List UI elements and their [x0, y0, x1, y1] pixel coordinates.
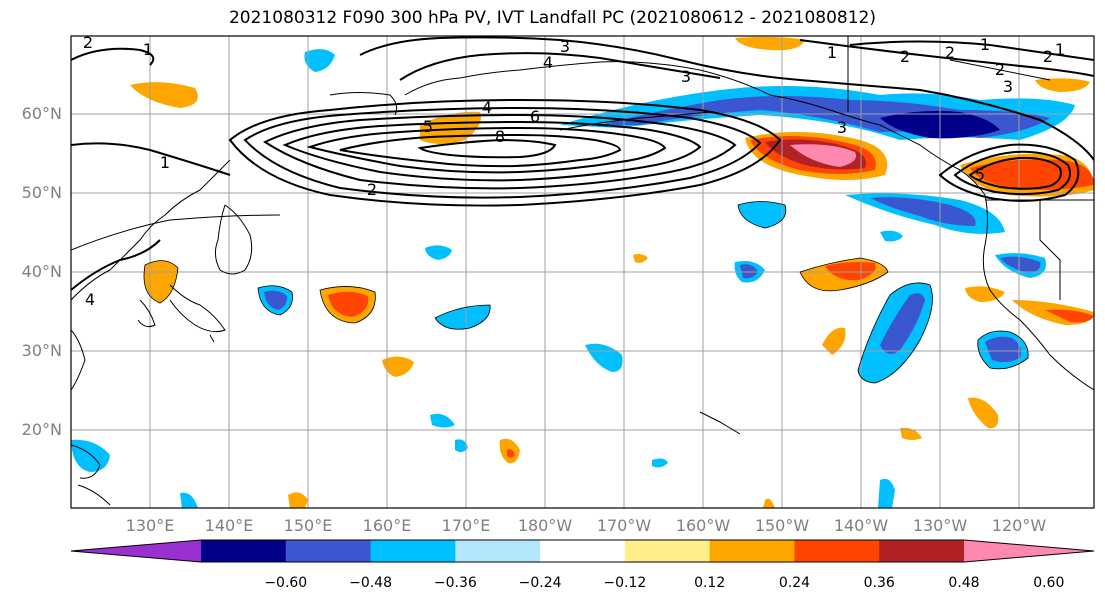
latitude-label: 60°N [22, 104, 62, 123]
contour-label: 2 [367, 180, 377, 199]
colorbar-segment [709, 540, 795, 562]
colorbar-tick-label: 0.48 [948, 575, 979, 591]
longitude-label: 130°W [913, 516, 968, 535]
contour-label: 1 [143, 40, 153, 59]
colorbar-segment [540, 540, 626, 562]
longitude-label: 160°W [676, 516, 731, 535]
map-plot [71, 36, 1094, 508]
longitude-label: 120°W [992, 516, 1047, 535]
pv-contours-thin [71, 59, 1051, 251]
colorbar-tick-label: 0.12 [694, 575, 725, 591]
longitude-label: 150°W [755, 516, 810, 535]
colorbar [70, 539, 1095, 563]
plot-frame [70, 35, 1095, 509]
contour-label: 4 [482, 98, 492, 117]
contour-label: 2 [945, 43, 955, 62]
longitude-label: 140°W [834, 516, 889, 535]
colorbar-segment [285, 540, 372, 562]
longitude-label: 150°E [284, 516, 333, 535]
contour-label: 2 [995, 60, 1005, 79]
longitude-label: 140°E [205, 516, 254, 535]
colorbar-tick-labels: −0.60 −0.48 −0.36 −0.24 −0.12 0.12 0.24 0.36 0.4… [264, 575, 1064, 591]
latitude-labels: 60°N 50°N 40°N 30°N 20°N [22, 104, 62, 439]
contour-label: 1 [980, 35, 990, 54]
contour-label: 5 [975, 165, 985, 184]
contour-label: 2 [83, 33, 93, 52]
map-title: 2021080312 F090 300 hPa PV, IVT Landfall… [228, 8, 876, 28]
contour-label: 1 [827, 43, 837, 62]
longitude-label: 130°E [126, 516, 175, 535]
latitude-label: 30°N [22, 341, 62, 360]
contour-label: 1 [1055, 40, 1065, 59]
contour-label: 3 [837, 118, 847, 137]
colorbar-tick-label: −0.24 [519, 575, 562, 591]
colorbar-tick-label: −0.48 [349, 575, 392, 591]
contour-label: 1 [160, 153, 170, 172]
colorbar-tick-label: 0.60 [1033, 575, 1064, 591]
coastlines [71, 36, 1094, 506]
anomaly-outlines [143, 201, 1029, 384]
colorbar-segment [455, 540, 541, 562]
colorbar-tick-label: −0.36 [434, 575, 477, 591]
colorbar-segment [201, 540, 287, 562]
colorbar-outline [70, 539, 1095, 563]
contour-label: 2 [1043, 47, 1053, 66]
longitude-label: 170°E [442, 516, 491, 535]
colorbar-segment [879, 540, 965, 562]
colorbar-tick-label: 0.36 [864, 575, 895, 591]
colorbar-segment [624, 540, 711, 562]
contour-label: 3 [1003, 77, 1013, 96]
contour-label: 2 [900, 47, 910, 66]
contour-label: 5 [423, 117, 433, 136]
colorbar-extension-low [71, 540, 201, 562]
longitude-labels: 130°E 140°E 150°E 160°E 170°E 180°W 170°W 160°W… [126, 516, 1047, 535]
colorbar-segment [370, 540, 456, 562]
colorbar-tick-label: −0.12 [603, 575, 646, 591]
colorbar-tick-label: −0.60 [264, 575, 307, 591]
pv-contours [71, 36, 1094, 291]
contour-label: 8 [495, 127, 505, 146]
colorbar-segment [794, 540, 880, 562]
contour-label: 3 [560, 37, 570, 56]
colorbar-tick-label: 0.24 [779, 575, 810, 591]
colorbar-extension-high [964, 540, 1094, 562]
contour-label: 6 [530, 107, 540, 126]
contour-label: 3 [681, 67, 691, 86]
contour-label: 4 [85, 290, 95, 309]
latitude-label: 50°N [22, 183, 62, 202]
latitude-label: 40°N [22, 262, 62, 281]
longitude-label: 180°W [518, 516, 573, 535]
longitude-label: 170°W [597, 516, 652, 535]
longitude-label: 160°E [363, 516, 412, 535]
latitude-label: 20°N [22, 420, 62, 439]
contour-label: 4 [543, 53, 553, 72]
